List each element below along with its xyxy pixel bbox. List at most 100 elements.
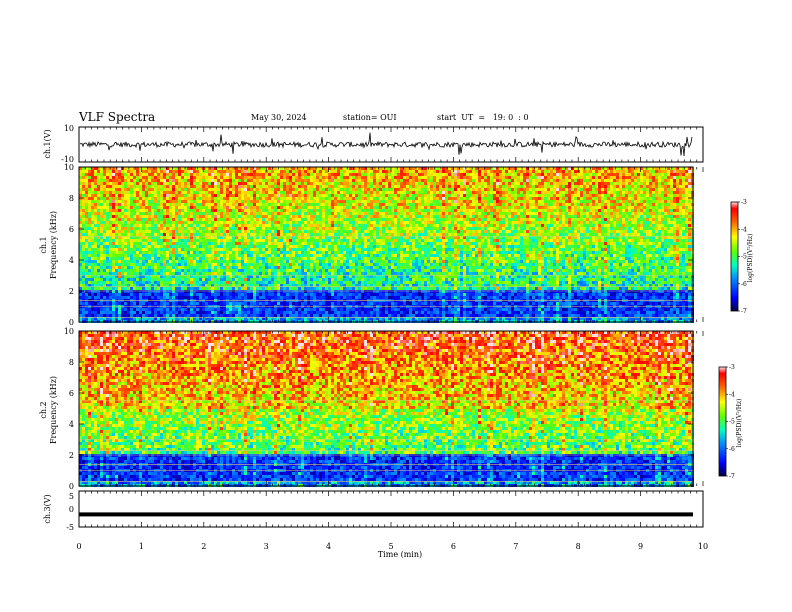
spectrogram-cell bbox=[271, 311, 274, 314]
spectrogram-cell bbox=[259, 221, 262, 224]
spectrogram-cell bbox=[184, 266, 187, 269]
spectrogram-cell bbox=[115, 215, 118, 218]
spectrogram-cell bbox=[106, 257, 109, 260]
spectrogram-cell bbox=[289, 227, 292, 230]
spectrogram-cell bbox=[277, 233, 280, 236]
spectrogram-cell bbox=[181, 239, 184, 242]
spectrogram-cell bbox=[229, 266, 232, 269]
spectrogram-cell bbox=[292, 287, 295, 290]
spectrogram-cell bbox=[148, 176, 151, 179]
spectrogram-cell bbox=[196, 191, 199, 194]
spectrogram-cell bbox=[232, 311, 235, 314]
spectrogram-cell bbox=[208, 239, 211, 242]
spectrogram-cell bbox=[334, 215, 337, 218]
spectrogram-cell bbox=[310, 260, 313, 263]
spectrogram-cell bbox=[292, 185, 295, 188]
spectrogram-cell bbox=[259, 287, 262, 290]
spectrogram-cell bbox=[148, 203, 151, 206]
spectrogram-cell bbox=[214, 245, 217, 248]
spectrogram-cell bbox=[247, 260, 250, 263]
spectrogram-cell bbox=[214, 230, 217, 233]
spectrogram-cell bbox=[154, 314, 157, 317]
spectrogram-cell bbox=[340, 242, 343, 245]
spectrogram-cell bbox=[331, 206, 334, 209]
spectrogram-cell bbox=[130, 287, 133, 290]
spectrogram-cell bbox=[97, 269, 100, 272]
spectrogram-cell bbox=[94, 278, 97, 281]
spectrogram-cell bbox=[268, 257, 271, 260]
spectrogram-cell bbox=[307, 197, 310, 200]
spectrogram-cell bbox=[166, 233, 169, 236]
spectrogram-cell bbox=[322, 188, 325, 191]
spectrogram-cell bbox=[355, 311, 358, 314]
spectrogram-cell bbox=[148, 308, 151, 311]
spectrogram-cell bbox=[286, 218, 289, 221]
spectrogram-cell bbox=[286, 314, 289, 317]
spectrogram-cell bbox=[112, 272, 115, 275]
spectrogram-cell bbox=[319, 266, 322, 269]
spectrogram-cell bbox=[175, 257, 178, 260]
spectrogram-cell bbox=[211, 200, 214, 203]
spectrogram-cell bbox=[127, 239, 130, 242]
spectrogram-cell bbox=[361, 314, 364, 317]
spectrogram-cell bbox=[247, 179, 250, 182]
spectrogram-cell bbox=[139, 191, 142, 194]
spectrogram-cell bbox=[223, 176, 226, 179]
spectrogram-cell bbox=[253, 173, 256, 176]
spectrogram-cell bbox=[334, 218, 337, 221]
spectrogram-cell bbox=[364, 215, 367, 218]
spectrogram-cell bbox=[97, 233, 100, 236]
spectrogram-cell bbox=[202, 179, 205, 182]
spectrogram-cell bbox=[172, 191, 175, 194]
spectrogram-cell bbox=[229, 215, 232, 218]
spectrogram-cell bbox=[253, 311, 256, 314]
spectrogram-cell bbox=[313, 311, 316, 314]
spectrogram-cell bbox=[139, 314, 142, 317]
spectrogram-cell bbox=[319, 212, 322, 215]
spectrogram-cell bbox=[295, 296, 298, 299]
spectrogram-cell bbox=[331, 191, 334, 194]
spectrogram-cell bbox=[169, 266, 172, 269]
spectrogram-cell bbox=[127, 233, 130, 236]
spectrogram-cell bbox=[349, 188, 352, 191]
spectrogram-cell bbox=[115, 260, 118, 263]
spectrogram-cell bbox=[238, 224, 241, 227]
spectrogram-cell bbox=[163, 257, 166, 260]
spectrogram-cell bbox=[316, 206, 319, 209]
spectrogram-cell bbox=[289, 308, 292, 311]
spectrogram-cell bbox=[94, 197, 97, 200]
spectrogram-cell bbox=[313, 218, 316, 221]
spectrogram-cell bbox=[154, 188, 157, 191]
spectrogram-cell bbox=[319, 260, 322, 263]
spectrogram-cell bbox=[244, 257, 247, 260]
spectrogram-cell bbox=[232, 188, 235, 191]
spectrogram-cell bbox=[220, 308, 223, 311]
spectrogram-cell bbox=[301, 218, 304, 221]
spectrogram-cell bbox=[139, 200, 142, 203]
spectrogram-cell bbox=[304, 200, 307, 203]
spectrogram-cell bbox=[268, 215, 271, 218]
spectrogram-cell bbox=[358, 245, 361, 248]
spectrogram-cell bbox=[283, 188, 286, 191]
spectrogram-cell bbox=[229, 293, 232, 296]
spectrogram-cell bbox=[136, 191, 139, 194]
spectrogram-cell bbox=[166, 200, 169, 203]
spectrogram-cell bbox=[184, 185, 187, 188]
spectrogram-cell bbox=[280, 233, 283, 236]
spectrogram-cell bbox=[271, 287, 274, 290]
spectrogram-cell bbox=[283, 173, 286, 176]
spectrogram-cell bbox=[319, 239, 322, 242]
spectrogram-cell bbox=[160, 257, 163, 260]
spectrogram-cell bbox=[343, 278, 346, 281]
spectrogram-cell bbox=[199, 257, 202, 260]
spectrogram-cell bbox=[151, 248, 154, 251]
spectrogram-cell bbox=[274, 296, 277, 299]
spectrogram-cell bbox=[277, 245, 280, 248]
spectrogram-cell bbox=[355, 293, 358, 296]
spectrogram-cell bbox=[220, 182, 223, 185]
spectrogram-cell bbox=[196, 281, 199, 284]
spectrogram-cell bbox=[172, 221, 175, 224]
spectrogram-cell bbox=[109, 257, 112, 260]
spectrogram-cell bbox=[361, 302, 364, 305]
spectrogram-cell bbox=[193, 257, 196, 260]
